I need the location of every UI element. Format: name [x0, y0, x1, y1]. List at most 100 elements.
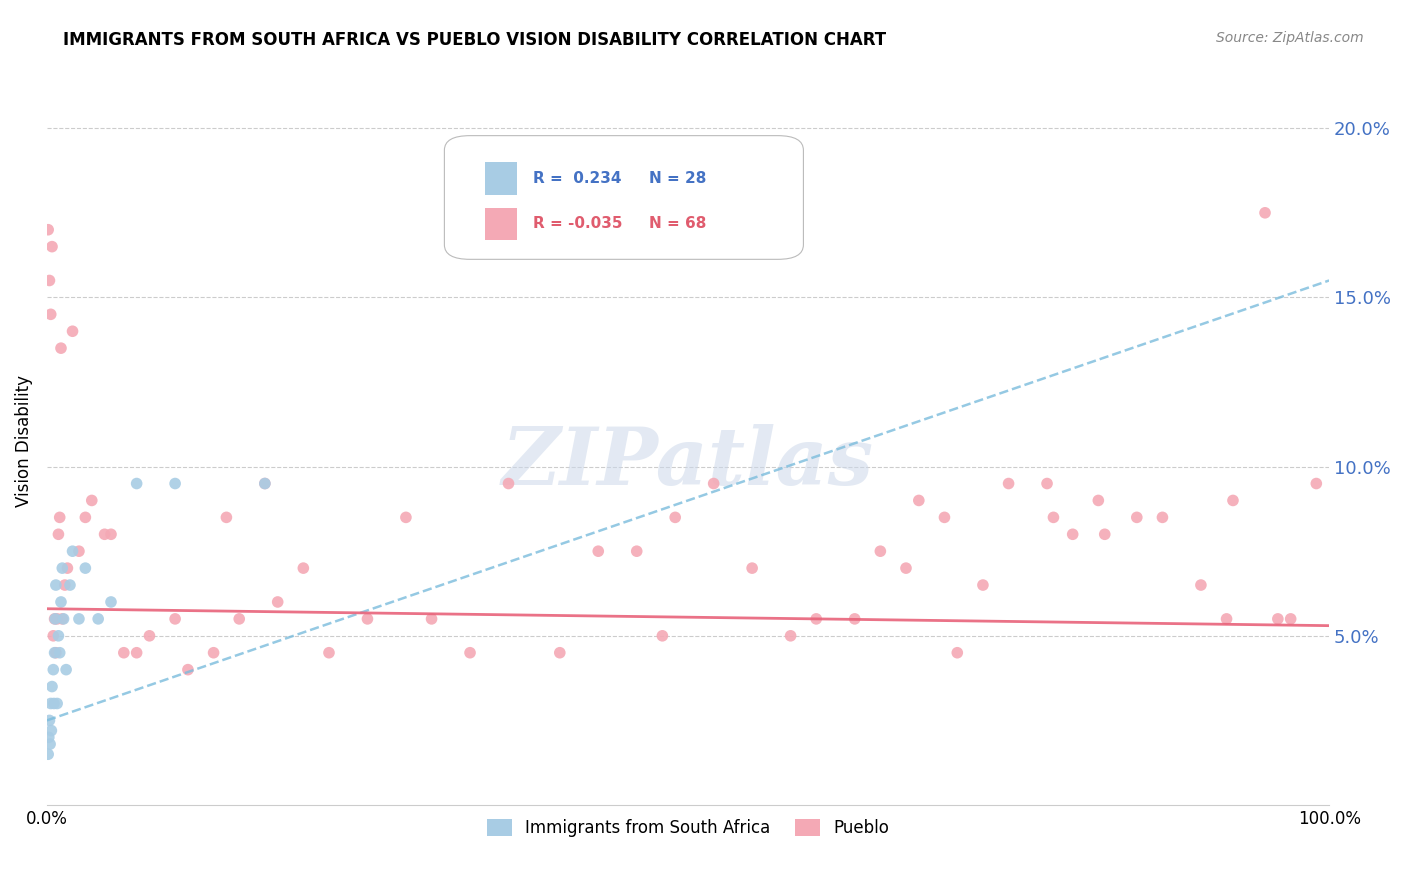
Point: [93, 527, 115, 541]
Point: [44, 612, 66, 626]
Point: [75, 561, 97, 575]
Text: N = 68: N = 68: [648, 217, 706, 231]
Point: [42, 697, 65, 711]
Point: [997, 476, 1019, 491]
Point: [44, 646, 66, 660]
Point: [49, 341, 72, 355]
Y-axis label: Vision Disability: Vision Disability: [15, 376, 32, 508]
Point: [51, 612, 73, 626]
Point: [626, 544, 648, 558]
Point: [55, 663, 77, 677]
Point: [1189, 578, 1212, 592]
Point: [87, 612, 110, 626]
Point: [946, 646, 969, 660]
Point: [39, 307, 62, 321]
Point: [588, 544, 610, 558]
Point: [48, 527, 70, 541]
Point: [53, 578, 76, 592]
Point: [253, 476, 276, 491]
Text: ZIPatlas: ZIPatlas: [502, 425, 875, 502]
Point: [52, 612, 75, 626]
Point: [1279, 612, 1302, 626]
Point: [395, 510, 418, 524]
Point: [39, 697, 62, 711]
Point: [38, 731, 60, 745]
Point: [907, 493, 929, 508]
Text: R =  0.234: R = 0.234: [533, 171, 621, 186]
Point: [664, 510, 686, 524]
Point: [1094, 527, 1116, 541]
Point: [49, 595, 72, 609]
Point: [806, 612, 828, 626]
Point: [202, 646, 225, 660]
Point: [267, 595, 290, 609]
Point: [125, 646, 148, 660]
Point: [62, 324, 84, 338]
Point: [458, 646, 481, 660]
Point: [112, 646, 135, 660]
Point: [37, 747, 59, 762]
Point: [48, 646, 70, 660]
Point: [41, 240, 63, 254]
Point: [894, 561, 917, 575]
Point: [1215, 612, 1237, 626]
Point: [62, 544, 84, 558]
Point: [934, 510, 956, 524]
Point: [138, 629, 160, 643]
Point: [253, 476, 276, 491]
Point: [75, 510, 97, 524]
Point: [125, 476, 148, 491]
Point: [38, 273, 60, 287]
Point: [1267, 612, 1289, 626]
Point: [39, 737, 62, 751]
Point: [869, 544, 891, 558]
Point: [100, 527, 122, 541]
Point: [38, 714, 60, 728]
Point: [1254, 206, 1277, 220]
Point: [42, 663, 65, 677]
Point: [1062, 527, 1084, 541]
Point: [228, 612, 250, 626]
Point: [318, 646, 340, 660]
Bar: [485, 162, 517, 195]
Point: [1126, 510, 1149, 524]
Point: [741, 561, 763, 575]
Point: [548, 646, 571, 660]
Point: [67, 544, 90, 558]
Point: [56, 561, 79, 575]
Point: [100, 595, 122, 609]
Point: [1222, 493, 1244, 508]
Point: [292, 561, 315, 575]
Text: R = -0.035: R = -0.035: [533, 217, 623, 231]
Point: [44, 612, 66, 626]
Point: [46, 612, 69, 626]
Point: [703, 476, 725, 491]
Point: [420, 612, 443, 626]
Point: [356, 612, 378, 626]
Point: [45, 646, 67, 660]
Point: [37, 223, 59, 237]
FancyBboxPatch shape: [444, 136, 803, 260]
Point: [165, 612, 187, 626]
Point: [67, 612, 90, 626]
Point: [1042, 510, 1064, 524]
Point: [48, 629, 70, 643]
Text: N = 28: N = 28: [648, 171, 706, 186]
Point: [59, 578, 82, 592]
Bar: [485, 208, 517, 240]
Point: [48, 510, 70, 524]
Legend: Immigrants from South Africa, Pueblo: Immigrants from South Africa, Pueblo: [479, 813, 896, 844]
Point: [215, 510, 238, 524]
Point: [1087, 493, 1109, 508]
Point: [779, 629, 801, 643]
Point: [41, 723, 63, 738]
Point: [165, 476, 187, 491]
Point: [498, 476, 520, 491]
Point: [1036, 476, 1059, 491]
Point: [1305, 476, 1327, 491]
Point: [80, 493, 103, 508]
Point: [177, 663, 200, 677]
Point: [844, 612, 866, 626]
Point: [41, 680, 63, 694]
Point: [972, 578, 994, 592]
